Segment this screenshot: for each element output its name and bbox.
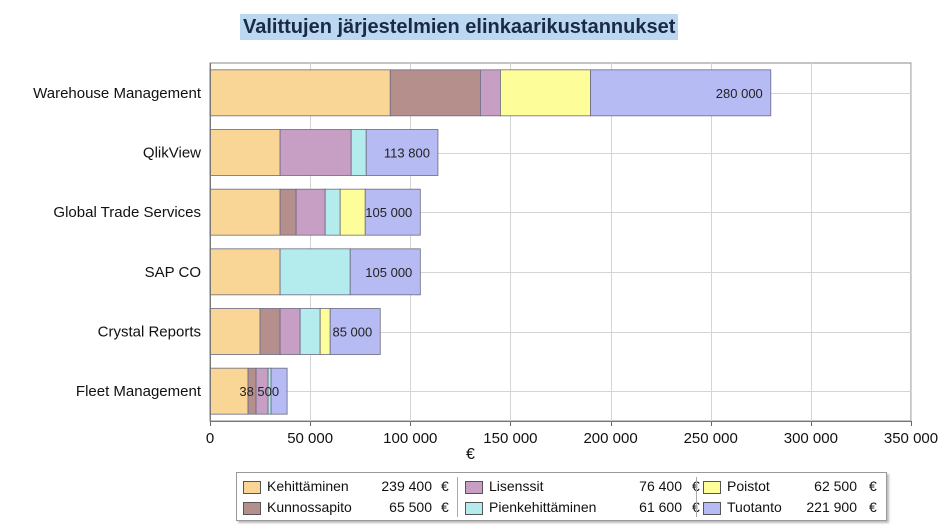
bar-segment <box>339 188 366 236</box>
legend-series-name: Tuotanto <box>727 499 782 515</box>
legend-currency: € <box>692 478 700 494</box>
bar-segment <box>364 188 421 236</box>
bar-segment <box>209 188 281 236</box>
bar-segment <box>500 69 591 117</box>
legend-currency: € <box>869 499 877 515</box>
bar-segment <box>209 367 249 415</box>
legend-swatch <box>243 481 261 494</box>
total-label: 85 000 <box>332 325 372 340</box>
x-tick-label: 200 000 <box>583 430 637 447</box>
category-label: QlikView <box>143 145 201 162</box>
bar-segment <box>209 69 391 117</box>
legend-series-total: 239 400 <box>381 478 432 494</box>
legend-separator <box>457 477 458 517</box>
total-label: 38 500 <box>239 384 279 399</box>
legend-series-total: 221 900 <box>806 499 857 515</box>
total-label: 113 800 <box>384 146 430 161</box>
legend-swatch <box>465 481 483 494</box>
legend-series-name: Kehittäminen <box>267 478 349 494</box>
bar-segment <box>349 248 421 296</box>
legend-currency: € <box>692 499 700 515</box>
bar-segment <box>299 308 321 355</box>
legend-series-name: Lisenssit <box>489 478 544 494</box>
bar-chart: 0 50 000 100 000 150 000 200 000 250 000 300 0… <box>33 62 938 463</box>
legend-currency: € <box>441 499 449 515</box>
legend-item: Tuotanto 221 900 € <box>703 498 883 518</box>
x-axis-label: € <box>466 446 475 463</box>
category-label: Global Trade Services <box>53 204 201 221</box>
bar-segment <box>365 129 439 176</box>
category-label: Crystal Reports <box>98 324 201 341</box>
x-tick-label: 350 000 <box>884 430 938 447</box>
plot-area <box>209 62 912 422</box>
legend-item: Lisenssit 76 400 € <box>465 477 706 497</box>
legend-swatch <box>243 502 261 515</box>
bar-segment <box>209 129 281 176</box>
category-label: SAP CO <box>145 264 201 281</box>
bar-segment <box>350 129 367 176</box>
bar-segment <box>209 308 261 355</box>
bar-segment <box>270 367 288 415</box>
legend-series-name: Poistot <box>727 478 770 494</box>
x-tick-label: 250 000 <box>684 430 738 447</box>
legend-swatch <box>703 502 721 515</box>
bar-segment <box>590 69 772 117</box>
legend-currency: € <box>869 478 877 494</box>
category-label: Warehouse Management <box>33 85 202 102</box>
x-tick-label: 300 000 <box>784 430 838 447</box>
legend-series-name: Kunnossapito <box>267 499 352 515</box>
total-label: 280 000 <box>716 86 763 101</box>
x-tick-label: 150 000 <box>483 430 537 447</box>
bar-segment <box>329 308 381 355</box>
legend-item: Poistot 62 500 € <box>703 477 883 497</box>
bar-segment <box>279 308 301 355</box>
legend-series-total: 61 600 <box>639 499 682 515</box>
x-tick-label: 100 000 <box>383 430 437 447</box>
bar-segment <box>389 69 481 117</box>
legend-currency: € <box>441 478 449 494</box>
bar-segment <box>279 188 297 236</box>
x-tick-label: 0 <box>206 430 214 447</box>
total-label: 105 000 <box>365 205 412 220</box>
legend-item: Kunnossapito 65 500 € <box>243 498 455 518</box>
legend-swatch <box>465 502 483 515</box>
bar-segment <box>279 129 352 176</box>
legend-swatch <box>703 481 721 494</box>
bar-segment <box>319 308 331 355</box>
bar-segment <box>279 248 351 296</box>
bar-segment <box>295 188 326 236</box>
x-tick-label: 50 000 <box>287 430 333 447</box>
legend-series-total: 65 500 <box>389 499 432 515</box>
legend-series-total: 62 500 <box>814 478 857 494</box>
bar-segment <box>209 248 281 296</box>
bar-segment <box>479 69 501 117</box>
legend-separator <box>696 477 697 517</box>
legend-series-total: 76 400 <box>639 478 682 494</box>
legend-series-name: Pienkehittäminen <box>489 499 597 515</box>
category-label: Fleet Management <box>76 383 202 400</box>
legend-item: Pienkehittäminen 61 600 € <box>465 498 706 518</box>
bar-segment <box>259 308 281 355</box>
chart-title: Valittujen järjestelmien elinkaarikustan… <box>240 14 679 40</box>
total-label: 105 000 <box>365 265 412 280</box>
legend-item: Kehittäminen 239 400 € <box>243 477 455 497</box>
bar-segment <box>324 188 341 236</box>
